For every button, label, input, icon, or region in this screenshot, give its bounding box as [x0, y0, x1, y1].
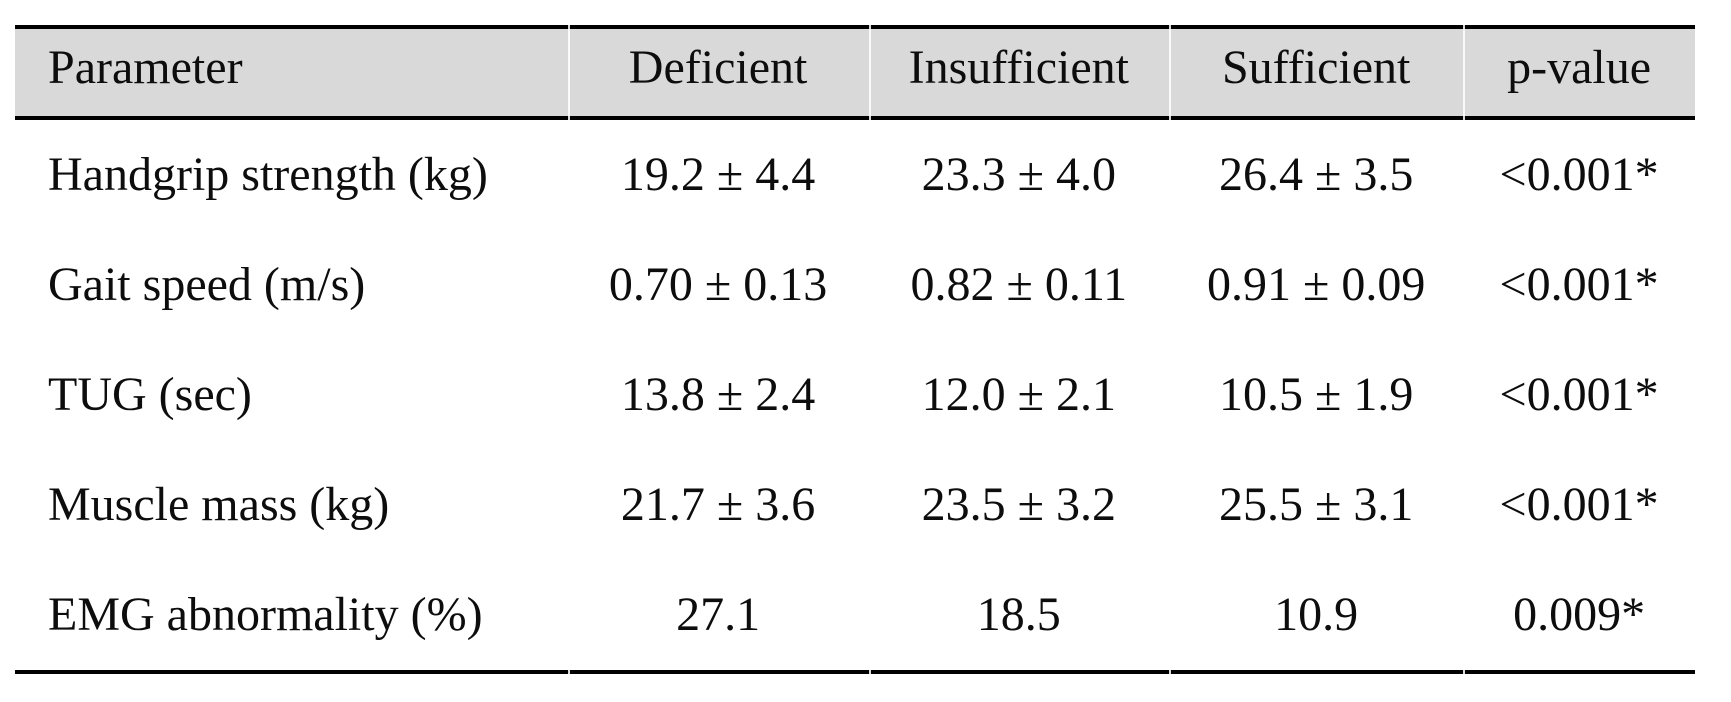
cell-p-value: <0.001*: [1499, 368, 1659, 421]
table-row-emg-abnormality: EMG abnormality (%) 27.1 18.5 10.9 0.009…: [15, 560, 1695, 670]
cell-insufficient: 18.5: [976, 588, 1061, 641]
cell-sufficient: 10.9: [1274, 588, 1359, 641]
table-row-tug: TUG (sec) 13.8 ± 2.4 12.0 ± 2.1 10.5 ± 1…: [15, 340, 1695, 450]
cell-parameter: TUG (sec): [48, 368, 252, 421]
column-header-p-value: p-value: [1507, 42, 1652, 94]
cell-insufficient: 23.3 ± 4.0: [921, 148, 1116, 201]
cell-insufficient: 0.82 ± 0.11: [910, 258, 1128, 311]
cell-deficient: 0.70 ± 0.13: [608, 258, 828, 311]
column-header-sufficient: Sufficient: [1221, 42, 1411, 94]
cell-sufficient: 25.5 ± 3.1: [1218, 478, 1414, 531]
column-header-deficient: Deficient: [628, 42, 808, 94]
cell-insufficient: 23.5 ± 3.2: [921, 478, 1116, 531]
cell-parameter: EMG abnormality (%): [48, 588, 483, 641]
cell-p-value: <0.001*: [1499, 148, 1659, 201]
cell-deficient: 13.8 ± 2.4: [620, 368, 816, 421]
cell-insufficient: 12.0 ± 2.1: [921, 368, 1116, 421]
cell-sufficient: 10.5 ± 1.9: [1218, 368, 1414, 421]
results-table: Parameter Deficient Insufficient Suffici…: [15, 25, 1695, 674]
table-header-row: Parameter Deficient Insufficient Suffici…: [15, 29, 1695, 120]
cell-deficient: 19.2 ± 4.4: [620, 148, 816, 201]
cell-p-value: <0.001*: [1499, 258, 1659, 311]
cell-p-value: 0.009*: [1513, 588, 1646, 641]
cell-deficient: 27.1: [676, 588, 761, 641]
table-row-handgrip-strength: Handgrip strength (kg) 19.2 ± 4.4 23.3 ±…: [15, 120, 1695, 230]
table-row-gait-speed: Gait speed (m/s) 0.70 ± 0.13 0.82 ± 0.11…: [15, 230, 1695, 340]
cell-deficient: 21.7 ± 3.6: [620, 478, 816, 531]
column-header-parameter: Parameter: [48, 42, 243, 94]
cell-p-value: <0.001*: [1499, 478, 1659, 531]
cell-sufficient: 0.91 ± 0.09: [1206, 258, 1426, 311]
cell-parameter: Muscle mass (kg): [48, 478, 390, 531]
cell-sufficient: 26.4 ± 3.5: [1218, 148, 1414, 201]
cell-parameter: Handgrip strength (kg): [48, 148, 488, 201]
cell-parameter: Gait speed (m/s): [48, 258, 366, 311]
column-header-insufficient: Insufficient: [908, 42, 1129, 94]
table-row-muscle-mass: Muscle mass (kg) 21.7 ± 3.6 23.5 ± 3.2 2…: [15, 450, 1695, 560]
